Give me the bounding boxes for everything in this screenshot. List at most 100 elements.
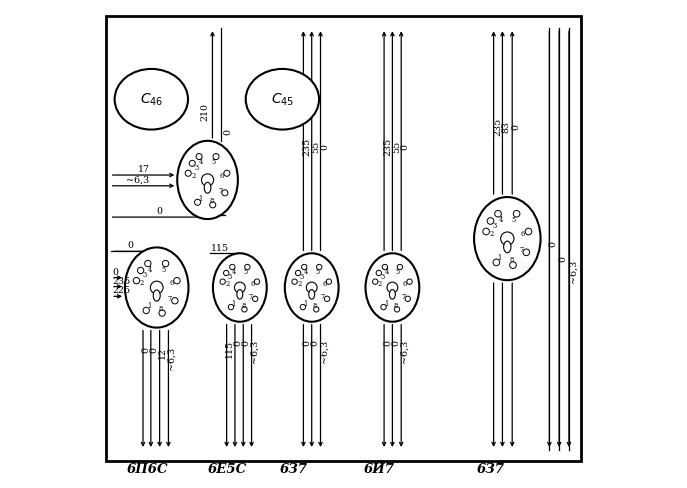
Circle shape bbox=[405, 297, 410, 302]
Text: 0: 0 bbox=[559, 256, 567, 262]
Circle shape bbox=[185, 171, 191, 177]
Text: 0: 0 bbox=[302, 339, 311, 345]
Text: 235: 235 bbox=[383, 137, 392, 156]
Circle shape bbox=[495, 211, 502, 218]
Text: ~6,3: ~6,3 bbox=[250, 339, 259, 363]
Ellipse shape bbox=[308, 290, 315, 300]
Text: 0: 0 bbox=[383, 339, 392, 345]
Text: 3: 3 bbox=[493, 222, 497, 229]
Text: 6П6С: 6П6С bbox=[126, 462, 168, 475]
Ellipse shape bbox=[246, 70, 319, 130]
Ellipse shape bbox=[177, 142, 238, 220]
Text: 0: 0 bbox=[234, 339, 243, 345]
Text: 2: 2 bbox=[297, 279, 302, 287]
Text: $C_{45}$: $C_{45}$ bbox=[271, 92, 294, 108]
Circle shape bbox=[501, 232, 514, 246]
Text: 5: 5 bbox=[396, 268, 400, 276]
Text: 55: 55 bbox=[311, 140, 320, 153]
Circle shape bbox=[254, 280, 260, 285]
Ellipse shape bbox=[237, 290, 243, 300]
Text: 7: 7 bbox=[519, 246, 523, 254]
Ellipse shape bbox=[365, 254, 419, 322]
Text: ~6,3: ~6,3 bbox=[167, 346, 176, 370]
Text: 2: 2 bbox=[192, 171, 196, 179]
Text: 1: 1 bbox=[198, 194, 203, 202]
Circle shape bbox=[407, 280, 412, 285]
Text: 2: 2 bbox=[378, 279, 382, 287]
Circle shape bbox=[487, 218, 494, 225]
Ellipse shape bbox=[390, 290, 395, 300]
Text: 0: 0 bbox=[113, 267, 119, 276]
Text: 0: 0 bbox=[401, 143, 409, 149]
Circle shape bbox=[372, 280, 378, 285]
Text: 7: 7 bbox=[168, 294, 172, 302]
Text: 0: 0 bbox=[157, 207, 163, 216]
Circle shape bbox=[213, 154, 219, 160]
Circle shape bbox=[525, 229, 532, 235]
Text: 4: 4 bbox=[232, 268, 236, 276]
Text: 0: 0 bbox=[311, 339, 319, 345]
Text: 1: 1 bbox=[147, 302, 151, 310]
Circle shape bbox=[324, 297, 330, 302]
Text: 3: 3 bbox=[143, 271, 147, 279]
Text: 6: 6 bbox=[219, 171, 224, 179]
Text: 5: 5 bbox=[243, 268, 247, 276]
Text: 5: 5 bbox=[512, 216, 516, 224]
Text: 4: 4 bbox=[199, 158, 203, 166]
Circle shape bbox=[381, 305, 386, 310]
Circle shape bbox=[292, 280, 297, 285]
Circle shape bbox=[223, 271, 229, 276]
Text: 12: 12 bbox=[158, 346, 167, 359]
Circle shape bbox=[523, 249, 530, 256]
Circle shape bbox=[245, 265, 250, 270]
Circle shape bbox=[306, 283, 317, 293]
Text: 0: 0 bbox=[242, 339, 251, 345]
Text: 2: 2 bbox=[490, 229, 494, 238]
Text: 8: 8 bbox=[210, 196, 214, 204]
Circle shape bbox=[397, 265, 403, 270]
Text: 4: 4 bbox=[148, 265, 153, 273]
Circle shape bbox=[253, 297, 258, 302]
Text: 55: 55 bbox=[392, 140, 401, 153]
Text: 115: 115 bbox=[225, 339, 234, 357]
Text: 7: 7 bbox=[249, 293, 253, 301]
Circle shape bbox=[137, 268, 144, 274]
Circle shape bbox=[189, 161, 195, 167]
Circle shape bbox=[220, 280, 225, 285]
Text: $C_{46}$: $C_{46}$ bbox=[139, 92, 163, 108]
Text: 1: 1 bbox=[497, 254, 502, 262]
Ellipse shape bbox=[504, 242, 511, 253]
Ellipse shape bbox=[474, 198, 541, 281]
Text: 0: 0 bbox=[149, 346, 158, 352]
Text: 1: 1 bbox=[232, 299, 236, 307]
Text: 1: 1 bbox=[384, 299, 388, 307]
Circle shape bbox=[317, 265, 322, 270]
Text: 3: 3 bbox=[381, 272, 385, 281]
Text: 210: 210 bbox=[200, 103, 209, 121]
Circle shape bbox=[145, 261, 151, 267]
Ellipse shape bbox=[125, 248, 188, 328]
Text: 8: 8 bbox=[394, 301, 398, 309]
Text: 1: 1 bbox=[303, 299, 307, 307]
Circle shape bbox=[159, 310, 166, 317]
Circle shape bbox=[229, 265, 235, 270]
Circle shape bbox=[228, 305, 234, 310]
Text: 5: 5 bbox=[161, 265, 166, 273]
Text: 0: 0 bbox=[223, 129, 233, 135]
Ellipse shape bbox=[213, 254, 267, 322]
Circle shape bbox=[224, 171, 230, 177]
Text: 6: 6 bbox=[403, 279, 407, 287]
Ellipse shape bbox=[285, 254, 339, 322]
Text: 8: 8 bbox=[159, 304, 163, 312]
Text: 235: 235 bbox=[303, 137, 312, 156]
Text: 0: 0 bbox=[128, 241, 134, 249]
Circle shape bbox=[382, 265, 387, 270]
Circle shape bbox=[326, 280, 332, 285]
Text: 6: 6 bbox=[250, 279, 254, 287]
Circle shape bbox=[196, 154, 202, 160]
Circle shape bbox=[143, 307, 149, 314]
Text: 8: 8 bbox=[313, 301, 317, 309]
Circle shape bbox=[194, 200, 201, 206]
Text: 225: 225 bbox=[113, 286, 131, 295]
Text: 6З7: 6З7 bbox=[476, 462, 504, 475]
